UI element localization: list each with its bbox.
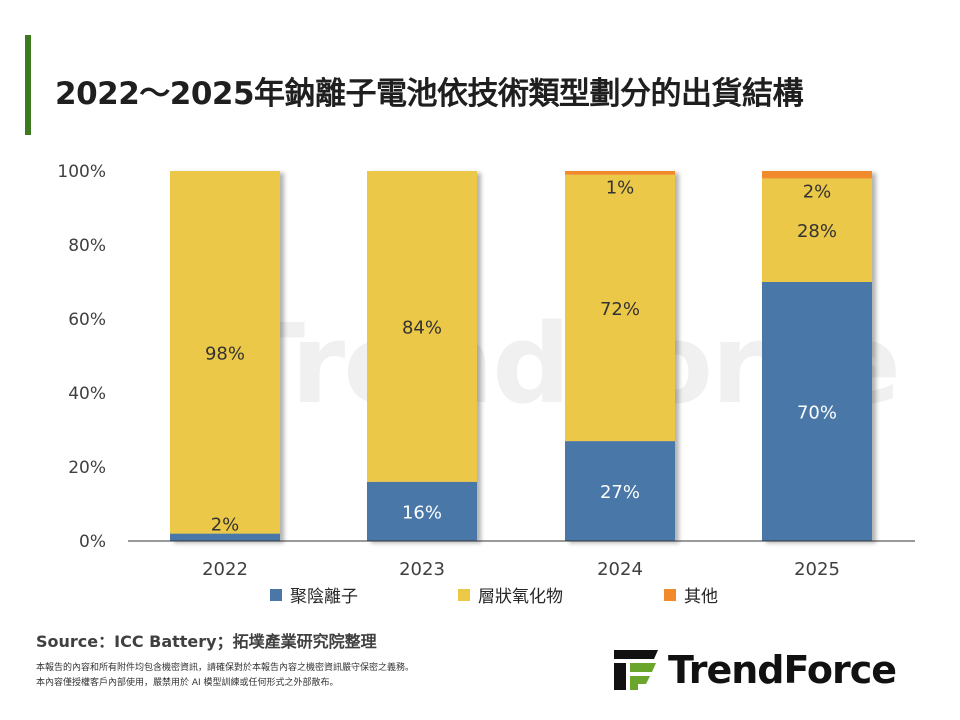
bar-stack [565, 171, 675, 541]
bar-segment [367, 481, 477, 541]
bar-segment [762, 178, 872, 282]
page-title: 2022～2025年鈉離子電池依技術類型劃分的出貨結構 [55, 76, 804, 112]
bar-segment [367, 171, 477, 482]
x-tick-label: 2022 [202, 559, 248, 580]
legend-label: 聚陰離子 [290, 587, 358, 607]
trendforce-logo: TrendForce [612, 648, 897, 692]
data-label: 2% [803, 181, 832, 202]
bar-segment [565, 171, 675, 175]
y-tick-label: 100% [57, 162, 106, 182]
legend-label: 其他 [684, 587, 718, 607]
title-accent-bar [25, 35, 31, 135]
bar-segment [170, 171, 280, 534]
bar-stack [170, 171, 280, 541]
x-tick-label: 2025 [794, 559, 840, 580]
y-tick-label: 60% [68, 310, 106, 330]
y-tick-label: 40% [68, 384, 106, 404]
stacked-bar-chart: 0% 20% 40% 60% 80% 100% 2% 98% 2022 16% 84% 2023 27%… [57, 162, 915, 580]
data-label: 70% [797, 403, 837, 424]
bar-segment [762, 282, 872, 541]
legend-item-polyanion: 聚陰離子 [270, 582, 358, 607]
data-label: 84% [402, 317, 442, 338]
data-label: 28% [797, 221, 837, 242]
y-tick-label: 80% [68, 236, 106, 256]
bar-segment [170, 533, 280, 541]
data-label: 16% [402, 502, 442, 523]
bar-segment [565, 441, 675, 541]
data-label: 72% [600, 299, 640, 320]
legend-item-other: 其他 [664, 582, 718, 607]
bar-stack [762, 171, 872, 541]
trendforce-logo-icon [614, 650, 658, 690]
x-tick-label: 2023 [399, 559, 445, 580]
legend-swatch [664, 588, 676, 601]
data-label: 1% [606, 178, 635, 199]
bar-segment [762, 171, 872, 179]
source-text: Source：ICC Battery；拓墣產業研究院整理 [36, 632, 377, 651]
legend-swatch [270, 588, 282, 601]
x-tick-label: 2024 [597, 559, 643, 580]
bar-stack [367, 171, 477, 541]
legend-swatch [458, 588, 470, 601]
y-tick-label: 20% [68, 458, 106, 478]
data-label: 27% [600, 482, 640, 503]
usage-note: 本內容僅授權客戶內部使用，嚴禁用於 AI 模型訓練或任何形式之外部散布。 [36, 678, 339, 688]
legend-item-layered-oxide: 層狀氧化物 [458, 582, 563, 607]
bar-segment [565, 174, 675, 442]
data-label: 98% [205, 343, 245, 364]
y-tick-label: 0% [79, 532, 106, 552]
confidential-note: 本報告的內容和所有附件均包含機密資訊，請確保對於本報告內容之機密資訊嚴守保密之義… [36, 663, 415, 673]
legend-label: 層狀氧化物 [478, 587, 563, 607]
data-label: 2% [211, 515, 240, 536]
